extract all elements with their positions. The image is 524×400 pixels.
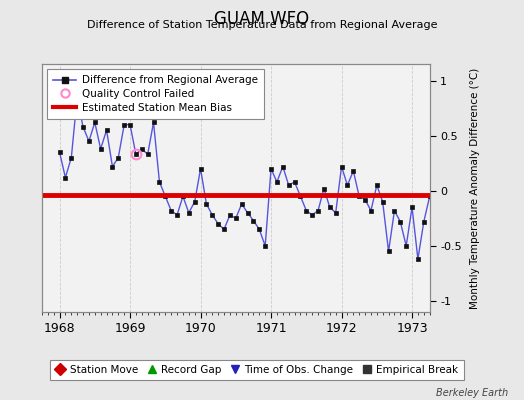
Legend: Station Move, Record Gap, Time of Obs. Change, Empirical Break: Station Move, Record Gap, Time of Obs. C… [50,360,464,380]
Text: GUAM WFO: GUAM WFO [214,10,310,28]
Y-axis label: Monthly Temperature Anomaly Difference (°C): Monthly Temperature Anomaly Difference (… [470,67,480,309]
Text: Difference of Station Temperature Data from Regional Average: Difference of Station Temperature Data f… [87,20,437,30]
Legend: Difference from Regional Average, Quality Control Failed, Estimated Station Mean: Difference from Regional Average, Qualit… [47,69,264,119]
Text: Berkeley Earth: Berkeley Earth [436,388,508,398]
